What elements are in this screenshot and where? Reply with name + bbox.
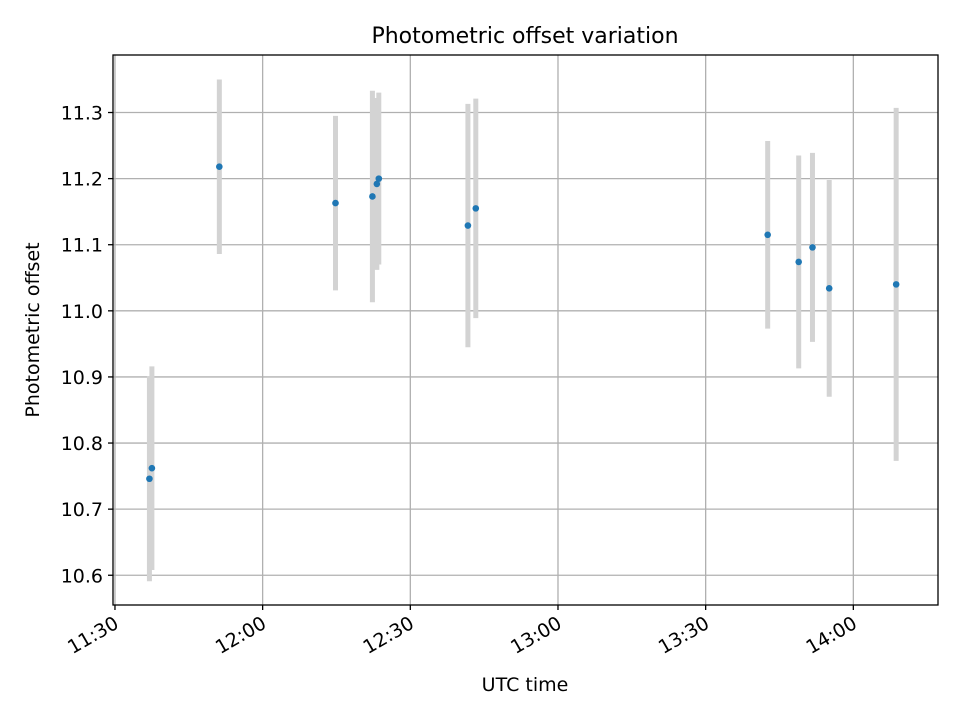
- data-point: [373, 180, 381, 188]
- y-tick-label: 10.9: [61, 367, 103, 389]
- y-tick-label: 11.3: [61, 103, 103, 125]
- y-tick-label: 11.2: [61, 169, 103, 191]
- data-point: [809, 244, 816, 251]
- data-points: [146, 163, 900, 483]
- chart-title: Photometric offset variation: [371, 24, 678, 49]
- data-point: [764, 231, 771, 239]
- data-point: [464, 222, 472, 229]
- data-point: [148, 464, 156, 472]
- data-point: [892, 281, 900, 288]
- y-tick-label: 11.1: [61, 235, 103, 257]
- data-point: [146, 475, 153, 483]
- data-point: [375, 175, 383, 182]
- data-point: [369, 193, 376, 200]
- plot-frame: [112, 54, 939, 606]
- y-axis-ticks: 10.6 10.7 10.8 10.9 11.0 11.1 11.2 11.3: [61, 103, 113, 587]
- data-point: [332, 199, 339, 207]
- x-axis-title: UTC time: [482, 674, 569, 696]
- data-point: [825, 285, 833, 292]
- y-tick-label: 11.0: [61, 301, 103, 323]
- y-tick-label: 10.7: [61, 499, 103, 521]
- y-axis-title: Photometric offset: [22, 242, 44, 417]
- y-tick-label: 10.8: [61, 433, 103, 455]
- data-point: [216, 163, 223, 171]
- data-point: [472, 205, 480, 212]
- y-tick-label: 10.6: [61, 565, 103, 587]
- data-point: [795, 258, 802, 266]
